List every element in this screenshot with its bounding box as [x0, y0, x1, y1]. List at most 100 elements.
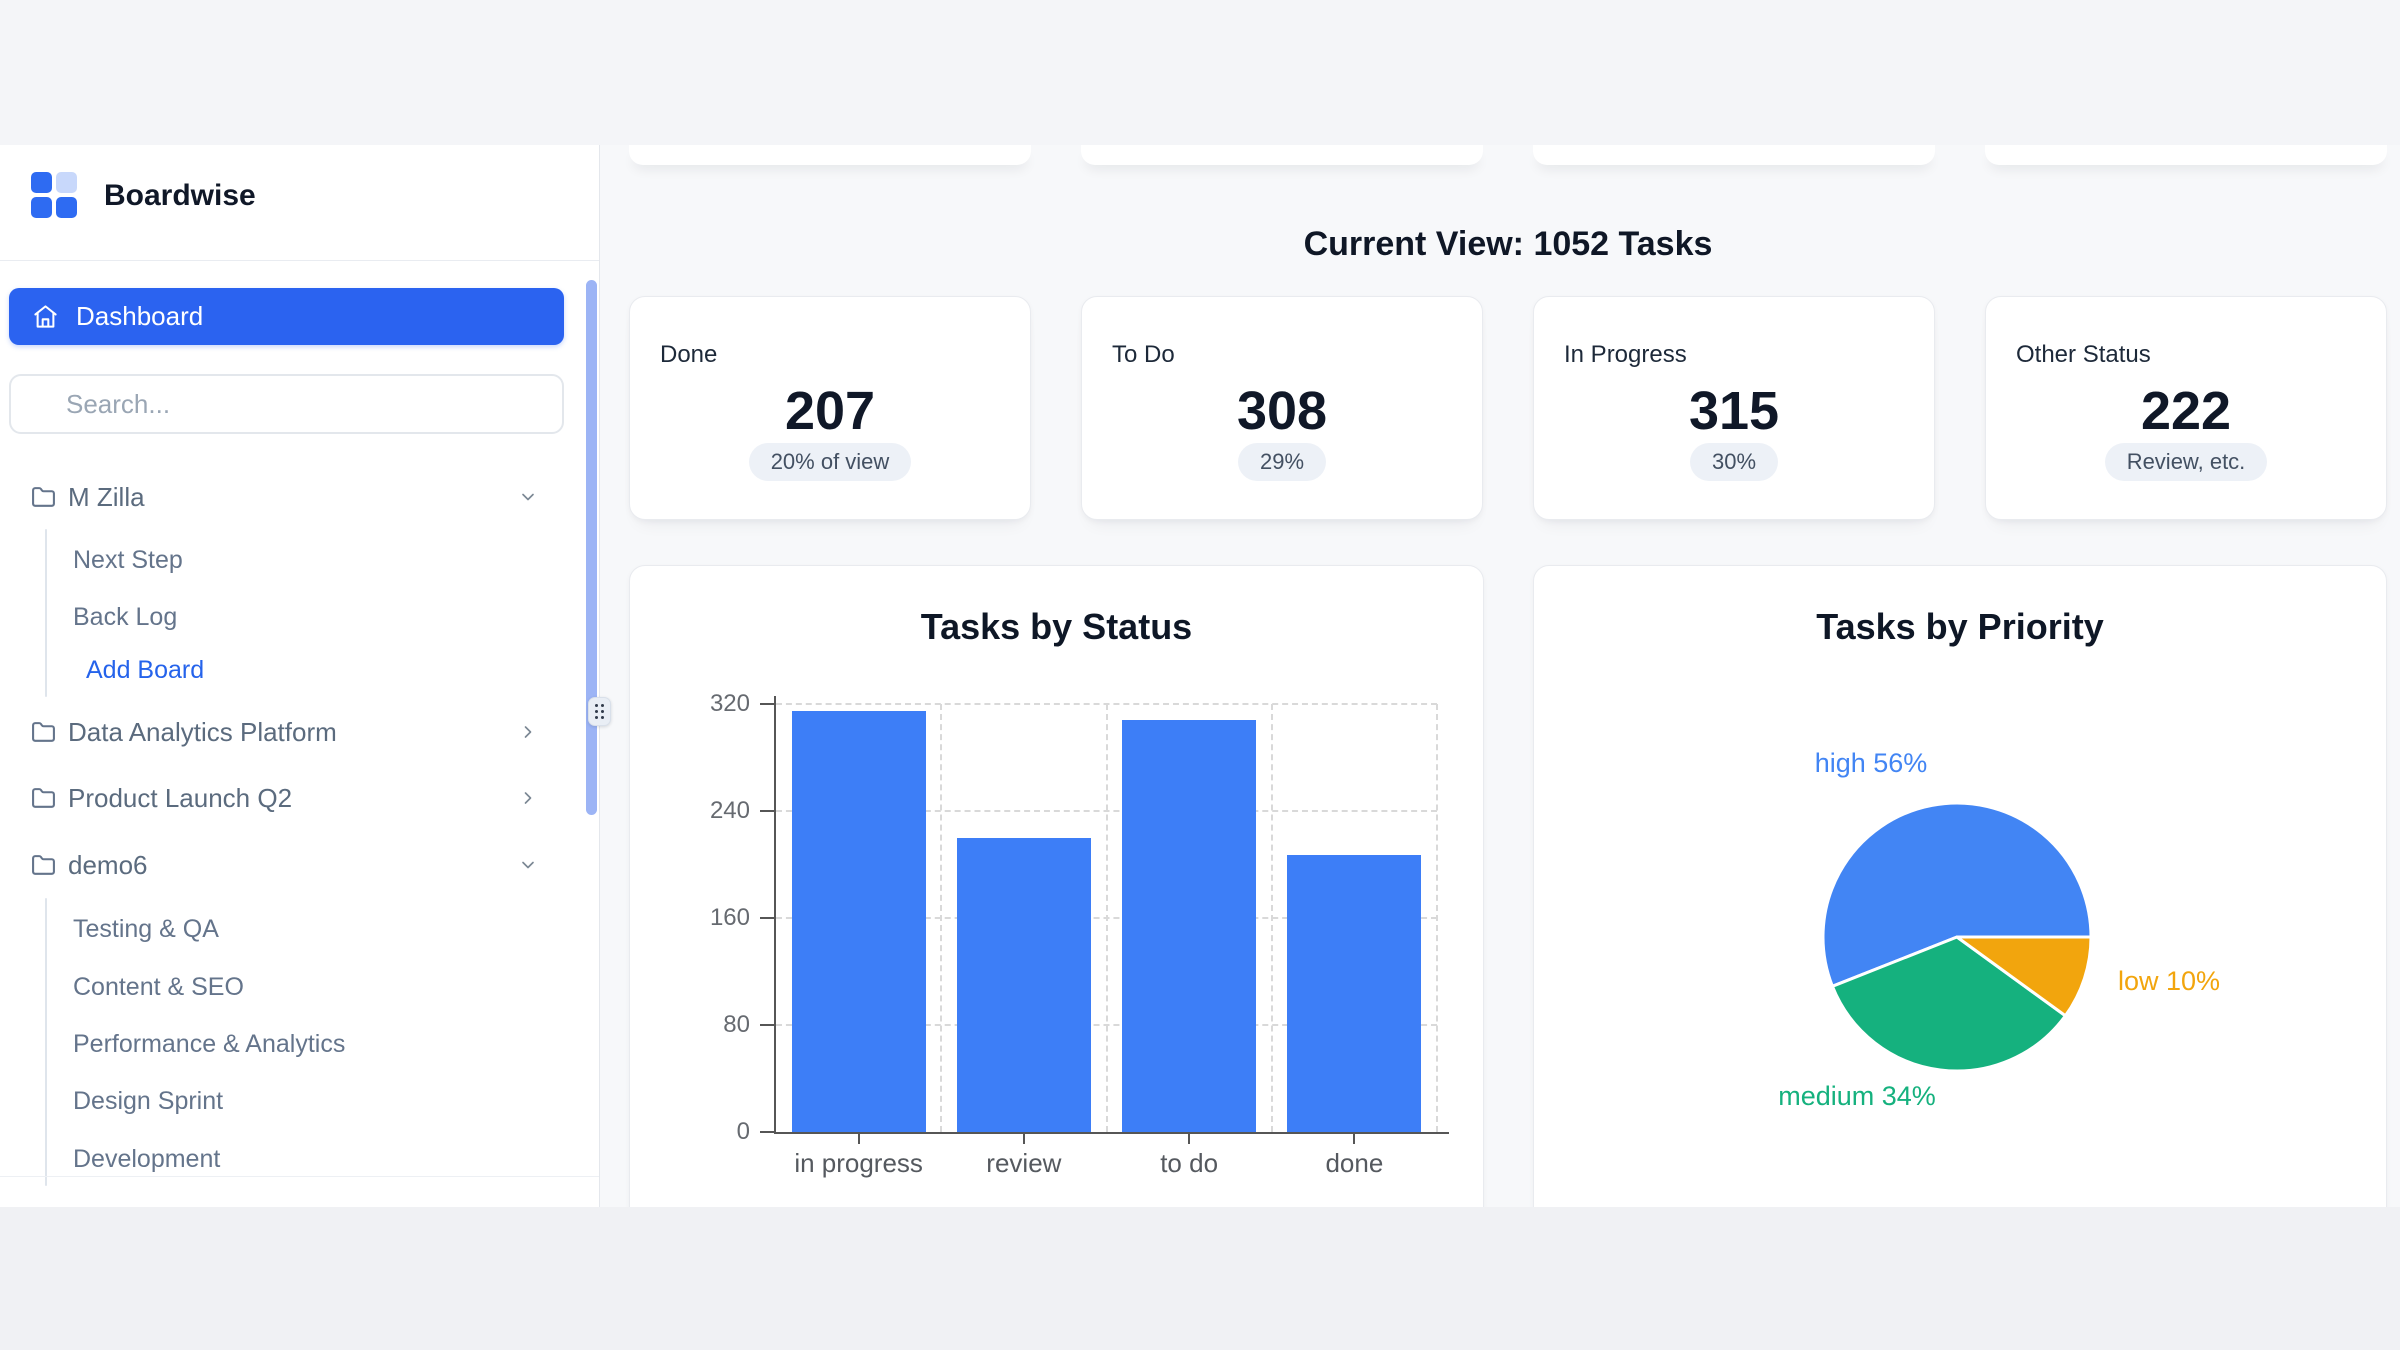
project-label: Product Launch Q2	[68, 782, 293, 813]
stat-badge: Review, etc.	[2104, 443, 2268, 481]
stat-label: In Progress	[1564, 341, 1687, 368]
y-axis-tick-label: 240	[709, 797, 750, 824]
main-content: Current View: 1052 Tasks Done 207 20% of…	[600, 145, 2400, 1207]
chevron-right-icon[interactable]	[518, 788, 538, 808]
chevron-down-icon[interactable]	[518, 487, 538, 507]
y-axis-tick-label: 160	[709, 904, 750, 931]
top-band	[0, 0, 2400, 145]
folder-icon	[32, 854, 55, 875]
board-label: Development	[73, 1144, 221, 1173]
stat-value: 222	[2140, 381, 2232, 441]
stat-label: Done	[660, 341, 718, 368]
stat-value: 207	[784, 381, 876, 441]
stat-card-other-status: Other Status 222 Review, etc.	[1985, 296, 2387, 520]
stat-card-done: Done 207 20% of view	[629, 296, 1031, 520]
dashboard-label: Dashboard	[76, 301, 204, 331]
clipped-card	[629, 145, 1031, 165]
sidebar-board-testing-qa[interactable]: Testing & QA	[0, 903, 599, 955]
y-axis-line	[774, 696, 776, 1134]
folder-icon	[32, 787, 55, 808]
pie-slice-medium[interactable]	[1830, 935, 2067, 1073]
add-board-label: Add Board	[86, 655, 205, 684]
pie-chart-title: Tasks by Priority	[1816, 606, 2104, 647]
search-input[interactable]	[9, 374, 564, 434]
clipped-card	[1533, 145, 1935, 165]
sidebar-project-product-launch-q2[interactable]: Product Launch Q2	[0, 770, 599, 826]
stat-value: 315	[1688, 381, 1780, 441]
project-label: demo6	[68, 849, 148, 880]
sidebar-header-divider	[0, 260, 599, 261]
tasks-by-status-card: Tasks by Status 0 80 160 240 320 in progress r…	[629, 565, 1484, 1207]
bar-chart-title: Tasks by Status	[920, 606, 1193, 647]
logo-square	[31, 172, 52, 193]
sidebar-board-content-seo[interactable]: Content & SEO	[0, 961, 599, 1013]
x-axis-category-label: done	[1325, 1148, 1384, 1178]
pie-label-low: low 10%	[2117, 966, 2221, 996]
logo-square	[56, 172, 77, 193]
clipped-card	[1985, 145, 2387, 165]
board-label: Content & SEO	[73, 972, 244, 1001]
sidebar-board-back-log[interactable]: Back Log	[0, 591, 599, 643]
stat-label: To Do	[1112, 341, 1175, 368]
y-axis-tick	[760, 1024, 774, 1026]
stat-card-to-do: To Do 308 29%	[1081, 296, 1483, 520]
sidebar-board-next-step[interactable]: Next Step	[0, 534, 599, 586]
y-axis-tick	[760, 703, 774, 705]
sidebar-board-performance-analytics[interactable]: Performance & Analytics	[0, 1018, 599, 1070]
tree-guide-line	[45, 529, 47, 697]
add-board-button[interactable]: Add Board	[0, 644, 599, 696]
x-axis-tick	[857, 1132, 860, 1144]
sidebar-board-design-sprint[interactable]: Design Sprint	[0, 1075, 599, 1127]
sidebar-board-development[interactable]: Development	[0, 1133, 599, 1185]
sidebar-item-dashboard[interactable]: Dashboard	[9, 288, 564, 345]
tree-guide-line	[45, 898, 47, 1186]
y-axis-tick-label: 0	[736, 1118, 750, 1145]
sidebar-project-demo6[interactable]: demo6	[0, 837, 599, 893]
chevron-right-icon[interactable]	[518, 722, 538, 742]
y-axis-tick-label: 320	[709, 690, 750, 717]
project-label: Data Analytics Platform	[68, 716, 337, 747]
x-axis-category-label: to do	[1160, 1148, 1219, 1178]
y-axis-tick	[760, 1131, 774, 1133]
pie-slice-low[interactable]	[1955, 935, 2093, 1018]
x-axis-tick	[1353, 1132, 1356, 1144]
logo-square	[56, 197, 77, 218]
bar-done[interactable]	[1287, 855, 1422, 1132]
brand-name: Boardwise	[104, 179, 256, 212]
gridline-v	[1436, 704, 1438, 1132]
x-axis-line	[774, 1132, 1449, 1134]
board-label: Back Log	[73, 602, 178, 631]
boardwise-logo-icon	[31, 172, 77, 218]
folder-icon	[32, 721, 55, 742]
stat-badge: 29%	[1237, 443, 1327, 481]
bar-in-progress[interactable]	[791, 710, 926, 1132]
board-label: Design Sprint	[73, 1086, 224, 1115]
folder-icon	[32, 486, 55, 507]
stat-value: 308	[1236, 381, 1328, 441]
stat-badge: 30%	[1689, 443, 1779, 481]
sidebar-bottom-divider	[0, 1176, 599, 1177]
bar-to-do[interactable]	[1122, 720, 1257, 1132]
x-axis-tick	[1022, 1132, 1025, 1144]
pie-slice-high[interactable]	[1821, 801, 2093, 988]
current-view-heading: Current View: 1052 Tasks	[1303, 225, 1713, 263]
sidebar-project-data-analytics-platform[interactable]: Data Analytics Platform	[0, 704, 599, 760]
x-axis-tick	[1188, 1132, 1191, 1144]
bar-review[interactable]	[956, 837, 1091, 1132]
stat-badge: 20% of view	[748, 443, 912, 481]
bar-chart-plot: 0 80 160 240 320 in progress review to do done	[630, 566, 1483, 1207]
sidebar-project-m-zilla[interactable]: M Zilla	[0, 469, 599, 525]
gridline-v	[940, 704, 943, 1132]
x-axis-category-label: review	[986, 1148, 1062, 1178]
tasks-by-priority-card: Tasks by Priority high 56% medium 34% low …	[1533, 565, 2387, 1207]
sidebar-scrollbar-thumb[interactable]	[586, 280, 597, 815]
gridline-v	[1270, 704, 1273, 1132]
board-label: Next Step	[73, 545, 183, 574]
project-label: M Zilla	[68, 481, 145, 512]
y-axis-tick-label: 80	[723, 1011, 750, 1038]
stat-card-in-progress: In Progress 315 30%	[1533, 296, 1935, 520]
chevron-down-icon[interactable]	[518, 855, 538, 875]
board-label: Testing & QA	[73, 914, 219, 943]
sidebar-resize-handle[interactable]	[588, 697, 611, 726]
clipped-card	[1081, 145, 1483, 165]
